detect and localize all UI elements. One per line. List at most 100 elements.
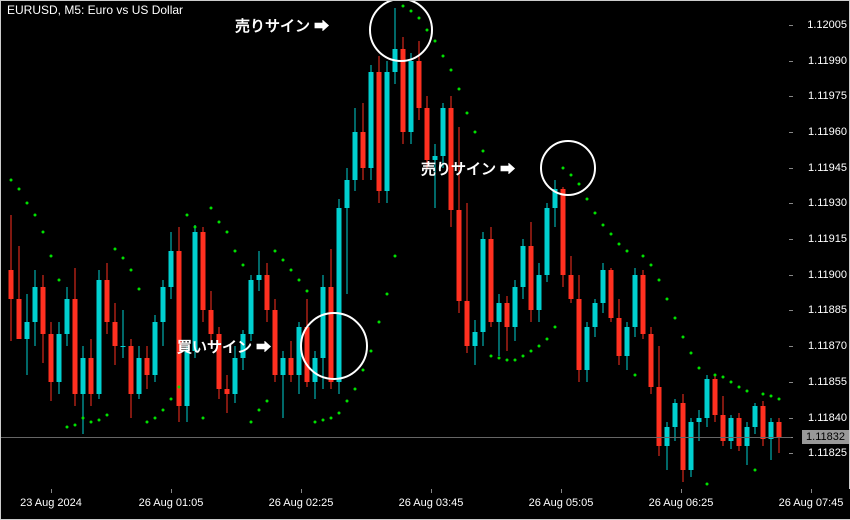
sar-dot [642,254,645,257]
sar-dot [194,226,197,229]
x-tick-label: 26 Aug 06:25 [649,497,714,509]
sar-dot [322,418,325,421]
sar-dot [314,421,317,424]
current-price-line [1,437,791,438]
sar-dot [658,278,661,281]
sar-dot [162,409,165,412]
sar-dot [58,278,61,281]
sar-dot [146,421,149,424]
chart-title: EURUSD, M5: Euro vs US Dollar [7,3,183,17]
sar-dot [610,233,613,236]
sar-dot [442,54,445,57]
sar-dot [386,292,389,295]
x-tick-label: 26 Aug 05:05 [529,497,594,509]
chart-container: EURUSD, M5: Euro vs US Dollar 売りサイン ➡売りサ… [0,0,850,520]
sar-dot [50,254,53,257]
sar-dot [698,366,701,369]
sar-dot [762,392,765,395]
y-tick-label: 1.11975 [808,90,847,102]
sar-dot [650,264,653,267]
sar-dot [290,268,293,271]
sar-dot [274,249,277,252]
x-tick-label: 26 Aug 07:45 [779,497,844,509]
sar-dot [90,421,93,424]
sar-dot [34,214,37,217]
y-tick-label: 1.12005 [807,19,847,31]
y-tick-label: 1.11825 [808,447,847,459]
sar-dot [10,178,13,181]
sar-dot [26,202,29,205]
sar-dot [666,297,669,300]
sar-dot [234,249,237,252]
sar-dot [218,221,221,224]
sar-dot [338,411,341,414]
current-price-box: 1.11832 [802,430,849,444]
sar-dot [394,254,397,257]
sar-dot [498,357,501,360]
sar-dot [546,338,549,341]
sar-dot [594,211,597,214]
sar-dot [306,290,309,293]
sar-dot [682,335,685,338]
sar-dot [130,268,133,271]
sar-dot [346,399,349,402]
sar-dot [202,416,205,419]
sar-dot [602,223,605,226]
sar-dot [242,264,245,267]
sar-dot [330,416,333,419]
y-tick-label: 1.11960 [808,126,847,138]
y-tick-label: 1.11870 [808,340,847,352]
sar-dot [538,345,541,348]
sar-dot [754,468,757,471]
sar-dot [154,416,157,419]
y-tick-label: 1.11840 [808,412,847,424]
circle-marker [540,140,596,196]
sar-dot [378,321,381,324]
sar-dot [690,352,693,355]
sar-dot [706,483,709,486]
sar-dot [98,418,101,421]
annotation-label: 売りサイン ➡ [235,15,329,36]
sar-dot [282,259,285,262]
x-tick-label: 26 Aug 03:45 [399,497,464,509]
chart-plot-area[interactable]: EURUSD, M5: Euro vs US Dollar 売りサイン ➡売りサ… [0,0,792,490]
y-tick-label: 1.11915 [808,233,847,245]
sar-dot [738,385,741,388]
sar-dot [298,278,301,281]
sar-dot [370,349,373,352]
sar-dot [482,149,485,152]
sar-dot [170,397,173,400]
sar-dot [506,359,509,362]
x-axis: 23 Aug 202426 Aug 01:0526 Aug 02:2526 Au… [0,489,850,520]
sar-dot [722,376,725,379]
sar-dot [778,397,781,400]
y-tick-label: 1.11990 [808,55,847,67]
sar-dot [258,409,261,412]
sar-dot [474,130,477,133]
x-tick-label: 26 Aug 01:05 [139,497,204,509]
sar-dot [210,207,213,210]
sar-dot [42,230,45,233]
y-tick-label: 1.11855 [808,376,847,388]
sar-dot [74,423,77,426]
sar-dot [66,426,69,429]
sar-dot [266,399,269,402]
sar-dot [730,380,733,383]
sar-dot [514,359,517,362]
circle-marker [369,0,433,62]
sar-dot [530,349,533,352]
sar-dot [770,395,773,398]
sar-dot [458,88,461,91]
sar-dot [634,373,637,376]
sar-dot [250,421,253,424]
y-axis: 1.11832 1.118251.118321.118401.118551.11… [791,0,850,490]
sar-dot [178,385,181,388]
sar-dot [362,368,365,371]
sar-dot [106,414,109,417]
sar-dot [746,390,749,393]
y-tick-label: 1.11930 [808,197,847,209]
sar-dot [522,354,525,357]
sar-dot [490,354,493,357]
sar-dot [450,69,453,72]
sar-dot [626,249,629,252]
